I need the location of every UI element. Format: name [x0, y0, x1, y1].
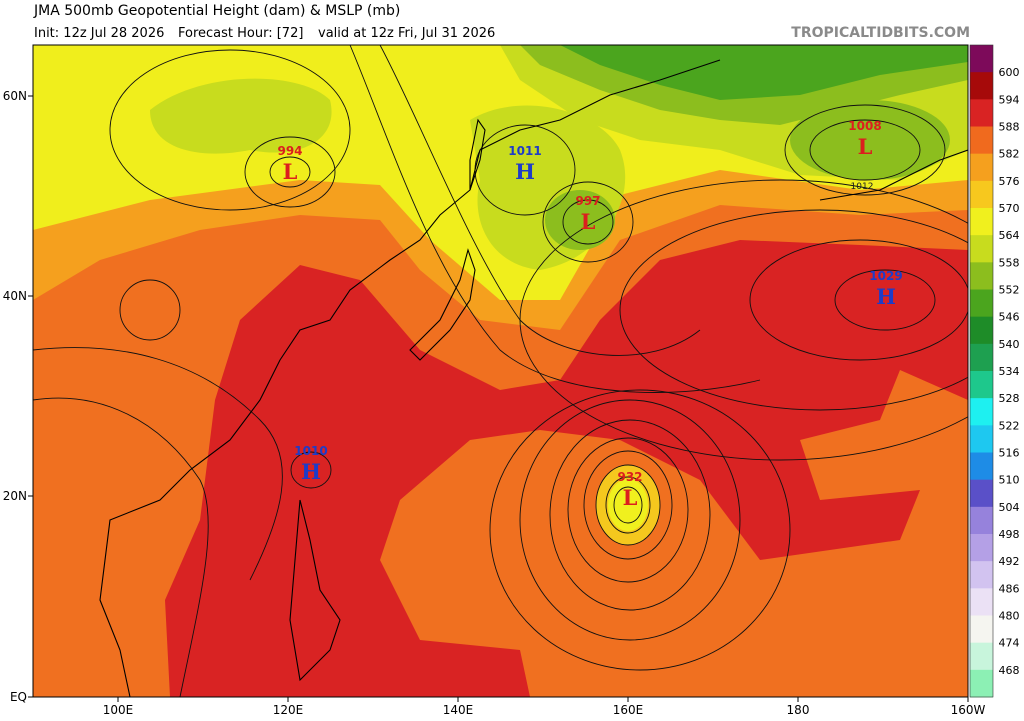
center-letter: L — [623, 485, 638, 510]
colorbar-cell — [970, 235, 993, 263]
colorbar-label: 468 — [999, 664, 1020, 677]
center-letter: H — [876, 284, 896, 309]
colorbar-cell — [970, 669, 993, 698]
colorbar-cell — [970, 642, 993, 671]
lat-label: 60N — [3, 89, 27, 103]
colorbar-cell — [970, 72, 993, 100]
center-value: 1011 — [508, 144, 541, 158]
lon-label: 160W — [951, 703, 986, 717]
colorbar-label: 498 — [999, 528, 1020, 541]
watermark: TROPICALTIDBITS.COM — [791, 25, 970, 41]
center-letter: L — [283, 159, 298, 184]
colorbar-label: 474 — [999, 637, 1020, 650]
colorbar-label: 570 — [999, 202, 1020, 215]
lon-label: 120E — [273, 703, 304, 717]
colorbar-cell — [970, 343, 993, 372]
colorbar-cell — [970, 561, 993, 589]
contour-label: 1012 — [851, 182, 874, 192]
colorbar-label: 522 — [999, 419, 1020, 432]
center-value: 997 — [575, 194, 600, 208]
colorbar-cell — [970, 208, 993, 236]
map-fill — [33, 45, 968, 697]
center-value: 932 — [617, 470, 642, 484]
colorbar-cell — [970, 425, 993, 453]
colorbar-frame — [969, 44, 994, 698]
colorbar-cell — [970, 153, 993, 182]
center-value: 1010 — [294, 444, 327, 458]
center-value: 994 — [277, 144, 302, 158]
lon-label: 140E — [443, 703, 474, 717]
center-letter: L — [858, 134, 873, 159]
colorbar-label: 558 — [999, 256, 1020, 269]
colorbar-label: 564 — [999, 229, 1020, 242]
center-letter: H — [301, 459, 321, 484]
lat-label: EQ — [10, 690, 27, 704]
colorbar-cell — [970, 534, 993, 562]
colorbar-cell — [970, 99, 993, 127]
colorbar-cell — [970, 615, 993, 644]
lon-label: 180 — [787, 703, 810, 717]
colorbar-cell — [970, 506, 993, 535]
colorbar-label: 516 — [999, 447, 1020, 460]
map-frame — [32, 44, 969, 698]
lat-label: 20N — [3, 489, 27, 503]
colorbar-label: 594 — [999, 93, 1020, 106]
center-value: 1029 — [869, 269, 902, 283]
colorbar-cell — [970, 126, 993, 155]
colorbar-cell — [970, 262, 993, 290]
colorbar-cell — [970, 588, 993, 616]
colorbar-cell — [970, 45, 993, 73]
lat-label: 40N — [3, 289, 27, 303]
lon-label: 160E — [613, 703, 644, 717]
forecast-hour: Forecast Hour: [72] — [178, 26, 303, 41]
center-letter: H — [515, 159, 535, 184]
colorbar-label: 600 — [999, 66, 1020, 79]
colorbar-cell — [970, 180, 993, 209]
colorbar-label: 480 — [999, 610, 1020, 623]
colorbar-cell — [970, 289, 993, 318]
lon-label: 100E — [103, 703, 134, 717]
center-value: 1008 — [848, 119, 881, 133]
colorbar-label: 528 — [999, 392, 1020, 405]
center-letter: L — [581, 209, 596, 234]
colorbar-label: 540 — [999, 338, 1020, 351]
coastlines — [99, 59, 968, 697]
colorbar-label: 582 — [999, 148, 1020, 161]
colorbar-label: 486 — [999, 582, 1020, 595]
colorbar-label: 588 — [999, 121, 1020, 134]
colorbar-label: 576 — [999, 175, 1020, 188]
colorbar-label: 492 — [999, 555, 1020, 568]
init-time: Init: 12z Jul 28 2026 — [34, 26, 164, 41]
title: JMA 500mb Geopotential Height (dam) & MS… — [33, 3, 400, 19]
colorbar-label: 552 — [999, 284, 1020, 297]
colorbar-label: 510 — [999, 474, 1020, 487]
colorbar-cell — [970, 371, 993, 399]
valid-time: valid at 12z Fri, Jul 31 2026 — [318, 26, 495, 41]
contours — [33, 45, 968, 697]
colorbar-cell — [970, 316, 993, 345]
colorbar-label: 504 — [999, 501, 1020, 514]
colorbar-cell — [970, 479, 993, 508]
colorbar-label: 546 — [999, 311, 1020, 324]
colorbar-cell — [970, 452, 993, 481]
colorbar-cell — [970, 398, 993, 426]
colorbar-label: 534 — [999, 365, 1020, 378]
